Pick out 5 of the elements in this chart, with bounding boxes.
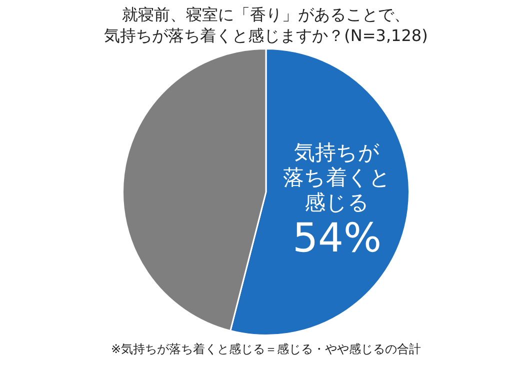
data-label: 54%	[292, 215, 382, 262]
slice-label: 気持ちが落ち着くと感じる	[282, 140, 392, 216]
chart-title: 就寝前、寝室に「香り」があることで、	[121, 4, 411, 25]
chart-subtitle: 気持ちが落ち着くと感じますか？(N=3,128)	[103, 25, 429, 46]
text: ※気持ちが落ち着くと感じる＝感じる・やや感じるの合計	[110, 341, 422, 358]
